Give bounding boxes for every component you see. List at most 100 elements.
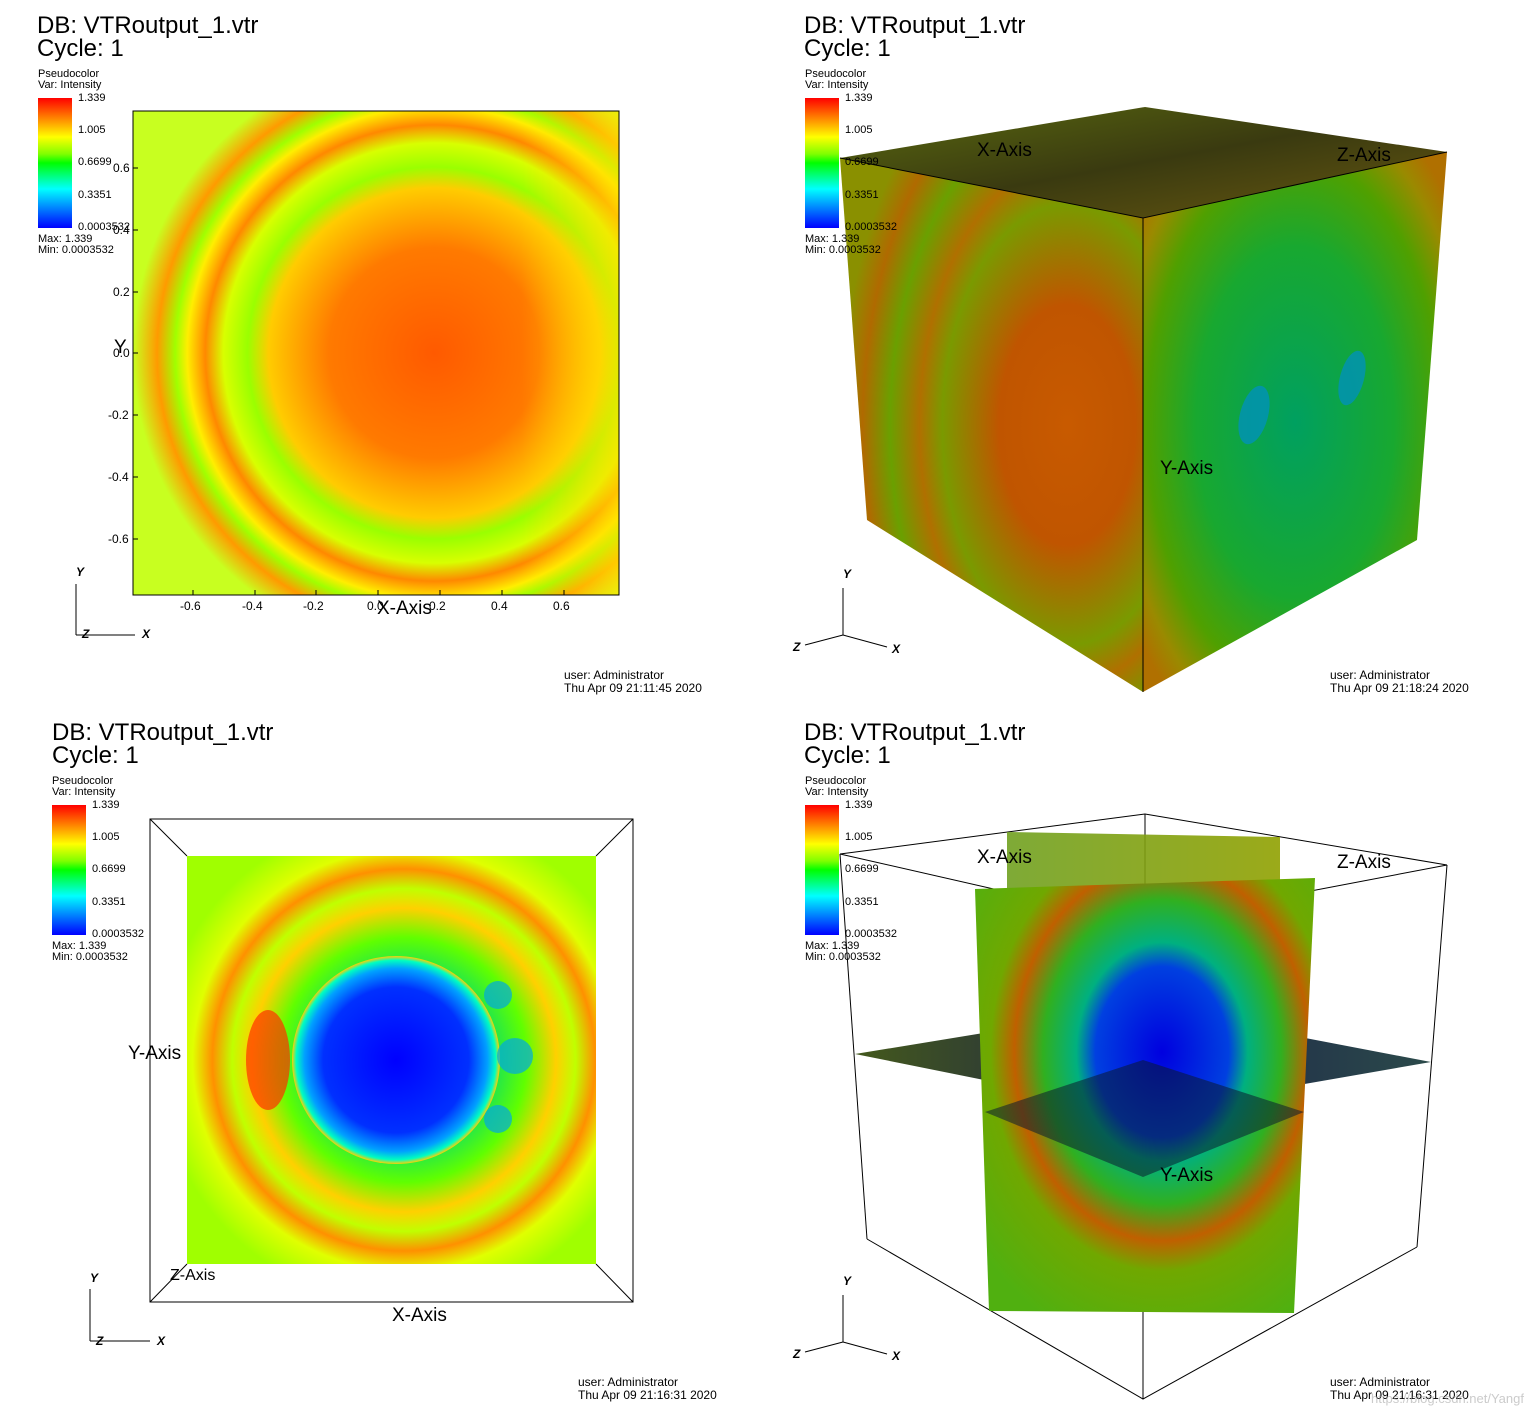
plot-canvas [804,107,1448,692]
triad-x-label: X [157,1334,166,1348]
legend-var-name: Var: Intensity [52,786,116,798]
slice-plane-horizontal-front [985,1060,1304,1177]
colorbar-tick: 0.0003532 [845,221,897,233]
bounding-box [149,818,634,1303]
low-intensity-blob [497,1038,533,1074]
legend-plot-name: Pseudocolor [52,775,114,787]
colorbar-tick: 0.6699 [92,863,126,875]
db-label: DB: VTRoutput_1.vtr [52,719,274,746]
colorbar-tick: 1.005 [845,831,873,843]
user-label: user: Administrator [564,668,665,682]
colorbar-tick: 0.3351 [845,896,879,908]
legend-var-name: Var: Intensity [805,786,869,798]
legend-plot-name: Pseudocolor [805,68,867,80]
cycle-label: Cycle: 1 [37,35,124,62]
colorbar-tick: 0.0003532 [78,221,130,233]
x-tick: 0.2 [429,599,446,613]
x-axis-title: X-Axis [977,140,1032,161]
x-tick: 0.4 [491,599,508,613]
cube-edges [839,151,1448,692]
axis-triad [89,1289,150,1342]
x-tick: 0.6 [553,599,570,613]
triad-x-label: X [142,627,151,641]
colorbar [38,98,72,228]
watermark: https://blog.csdn.net/Yangf [1371,1391,1524,1406]
y-axis-title: Y-Axis [128,1043,182,1064]
triad-z-label: Z [96,1334,104,1348]
colorbar-tick: 0.0003532 [92,928,144,940]
viewport-3d-front[interactable]: DB: VTRoutput_1.vtr Cycle: 1 [0,707,767,1414]
timestamp: Thu Apr 09 21:18:24 2020 [1330,681,1469,695]
axis-ticks [133,167,565,595]
triad-z-label: Z [793,1347,801,1361]
legend-min: Min: 0.0003532 [38,244,114,256]
z-axis-title: Z-Axis [1337,852,1391,873]
db-label: DB: VTRoutput_1.vtr [37,12,259,39]
colorbar-tick: 0.6699 [78,156,112,168]
colorbar-tick: 1.339 [92,799,120,811]
low-intensity-blob [1338,350,1366,406]
axis-triad [804,1295,888,1355]
colorbar-tick: 0.0003532 [845,928,897,940]
db-label: DB: VTRoutput_1.vtr [804,719,1026,746]
triad-x-label: X [892,1349,901,1363]
colorbar-tick: 1.339 [845,799,873,811]
cube-left-face [840,158,1143,692]
colorbar [805,98,839,228]
legend-plot-name: Pseudocolor [38,68,100,80]
y-axis-title: Y [114,337,127,358]
cycle-label: Cycle: 1 [52,742,139,769]
cube-right-face [1143,152,1447,692]
viewport-2d-slice[interactable]: DB: VTRoutput_1.vtr Cycle: 1 Pseudocolor… [0,0,767,707]
y-tick: -0.2 [108,408,129,422]
colorbar [52,805,86,935]
triad-y-label: Y [843,567,852,581]
colorbar-tick: 1.005 [78,124,106,136]
plot-canvas [75,110,620,636]
timestamp: Thu Apr 09 21:11:45 2020 [564,681,702,695]
legend-min: Min: 0.0003532 [805,951,881,963]
y-tick: 0.6 [113,161,130,175]
triad-z-label: Z [793,640,801,654]
high-intensity-band [246,1010,290,1110]
x-tick: -0.6 [180,599,201,613]
legend-max: Max: 1.339 [805,233,860,245]
z-axis-title: Z-Axis [1337,145,1391,166]
low-intensity-blob [484,1105,512,1133]
plot-canvas [804,813,1448,1400]
legend-max: Max: 1.339 [38,233,93,245]
triad-y-label: Y [843,1274,852,1288]
viewport-3d-slices[interactable]: DB: VTRoutput_1.vtr Cycle: 1 [767,707,1534,1414]
timestamp: Thu Apr 09 21:16:31 2020 [1330,1388,1469,1402]
plot-canvas [89,818,634,1342]
viewport-3d-cube[interactable]: DB: VTRoutput_1.vtr Cycle: 1 [767,0,1534,707]
low-intensity-blob [1238,385,1270,445]
colorbar-tick: 0.3351 [92,896,126,908]
y-tick: -0.4 [108,470,129,484]
legend-plot-name: Pseudocolor [805,775,867,787]
x-axis-title: X-Axis [377,598,432,619]
pseudocolor-field-edge [133,111,619,595]
cycle-label: Cycle: 1 [804,35,891,62]
x-tick: -0.4 [242,599,263,613]
y-tick: 0.4 [113,223,130,237]
colorbar-tick: 0.3351 [78,189,112,201]
colorbar-tick: 1.005 [845,124,873,136]
low-intensity-blob [484,981,512,1009]
x-tick: 0.0 [367,599,384,613]
user-label: user: Administrator [578,1375,679,1389]
legend-min: Min: 0.0003532 [805,244,881,256]
axis-triad [804,588,888,648]
z-axis-title: Z-Axis [170,1267,216,1284]
x-tick: -0.2 [303,599,324,613]
x-axis-title: X-Axis [977,847,1032,868]
y-tick: 0.0 [113,346,130,360]
colorbar-tick: 1.339 [78,92,106,104]
y-axis-title: Y-Axis [1160,458,1214,479]
legend-min: Min: 0.0003532 [52,951,128,963]
colorbar-tick: 1.339 [845,92,873,104]
colorbar-tick: 0.6699 [845,156,879,168]
legend-max: Max: 1.339 [52,940,107,952]
legend-var-name: Var: Intensity [38,79,102,91]
legend-var-name: Var: Intensity [805,79,869,91]
